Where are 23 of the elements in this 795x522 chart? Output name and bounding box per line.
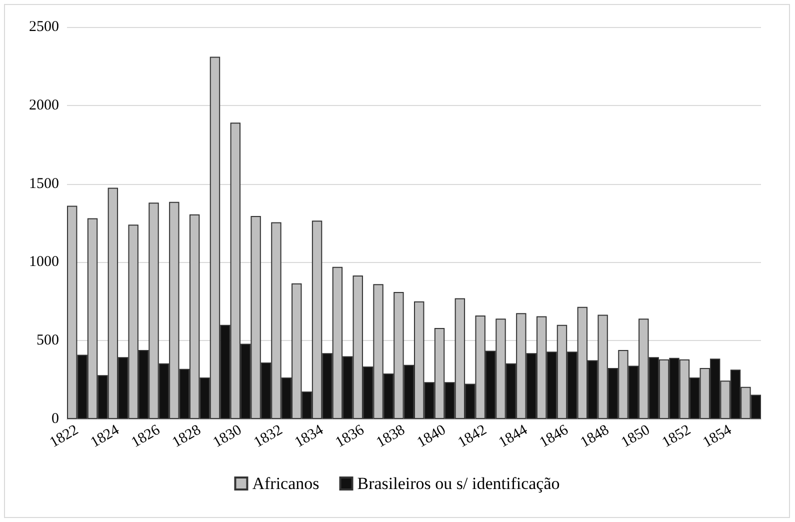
x-tick-label: 1840 <box>414 422 449 451</box>
x-tick-label: 1838 <box>374 422 408 451</box>
x-tick-label: 1850 <box>618 422 653 451</box>
x-tick-label: 1830 <box>210 422 244 451</box>
x-tick-label: 1842 <box>455 422 490 451</box>
x-tick-label: 1848 <box>578 422 612 451</box>
x-tick-label: 1844 <box>496 422 531 451</box>
legend-label: Africanos <box>252 474 320 493</box>
y-tick-label: 2500 <box>29 19 59 35</box>
legend-label: Brasileiros ou s/ identificação <box>357 474 560 493</box>
y-tick-label: 1000 <box>29 254 59 270</box>
x-tick-label: 1854 <box>700 422 735 451</box>
y-tick-label: 500 <box>36 332 59 349</box>
x-tick-label: 1836 <box>333 422 368 451</box>
x-tick-label: 1824 <box>88 422 122 451</box>
x-tick-label: 1846 <box>537 422 572 451</box>
x-tick-label: 1828 <box>170 422 204 451</box>
y-tick-label: 2000 <box>29 97 59 114</box>
x-tick-label: 1826 <box>128 422 164 451</box>
x-tick-label: 1852 <box>660 422 694 451</box>
x-tick-label: 1834 <box>292 422 327 451</box>
y-tick-label: 1500 <box>29 176 59 192</box>
x-tick-label: 1832 <box>251 422 286 451</box>
